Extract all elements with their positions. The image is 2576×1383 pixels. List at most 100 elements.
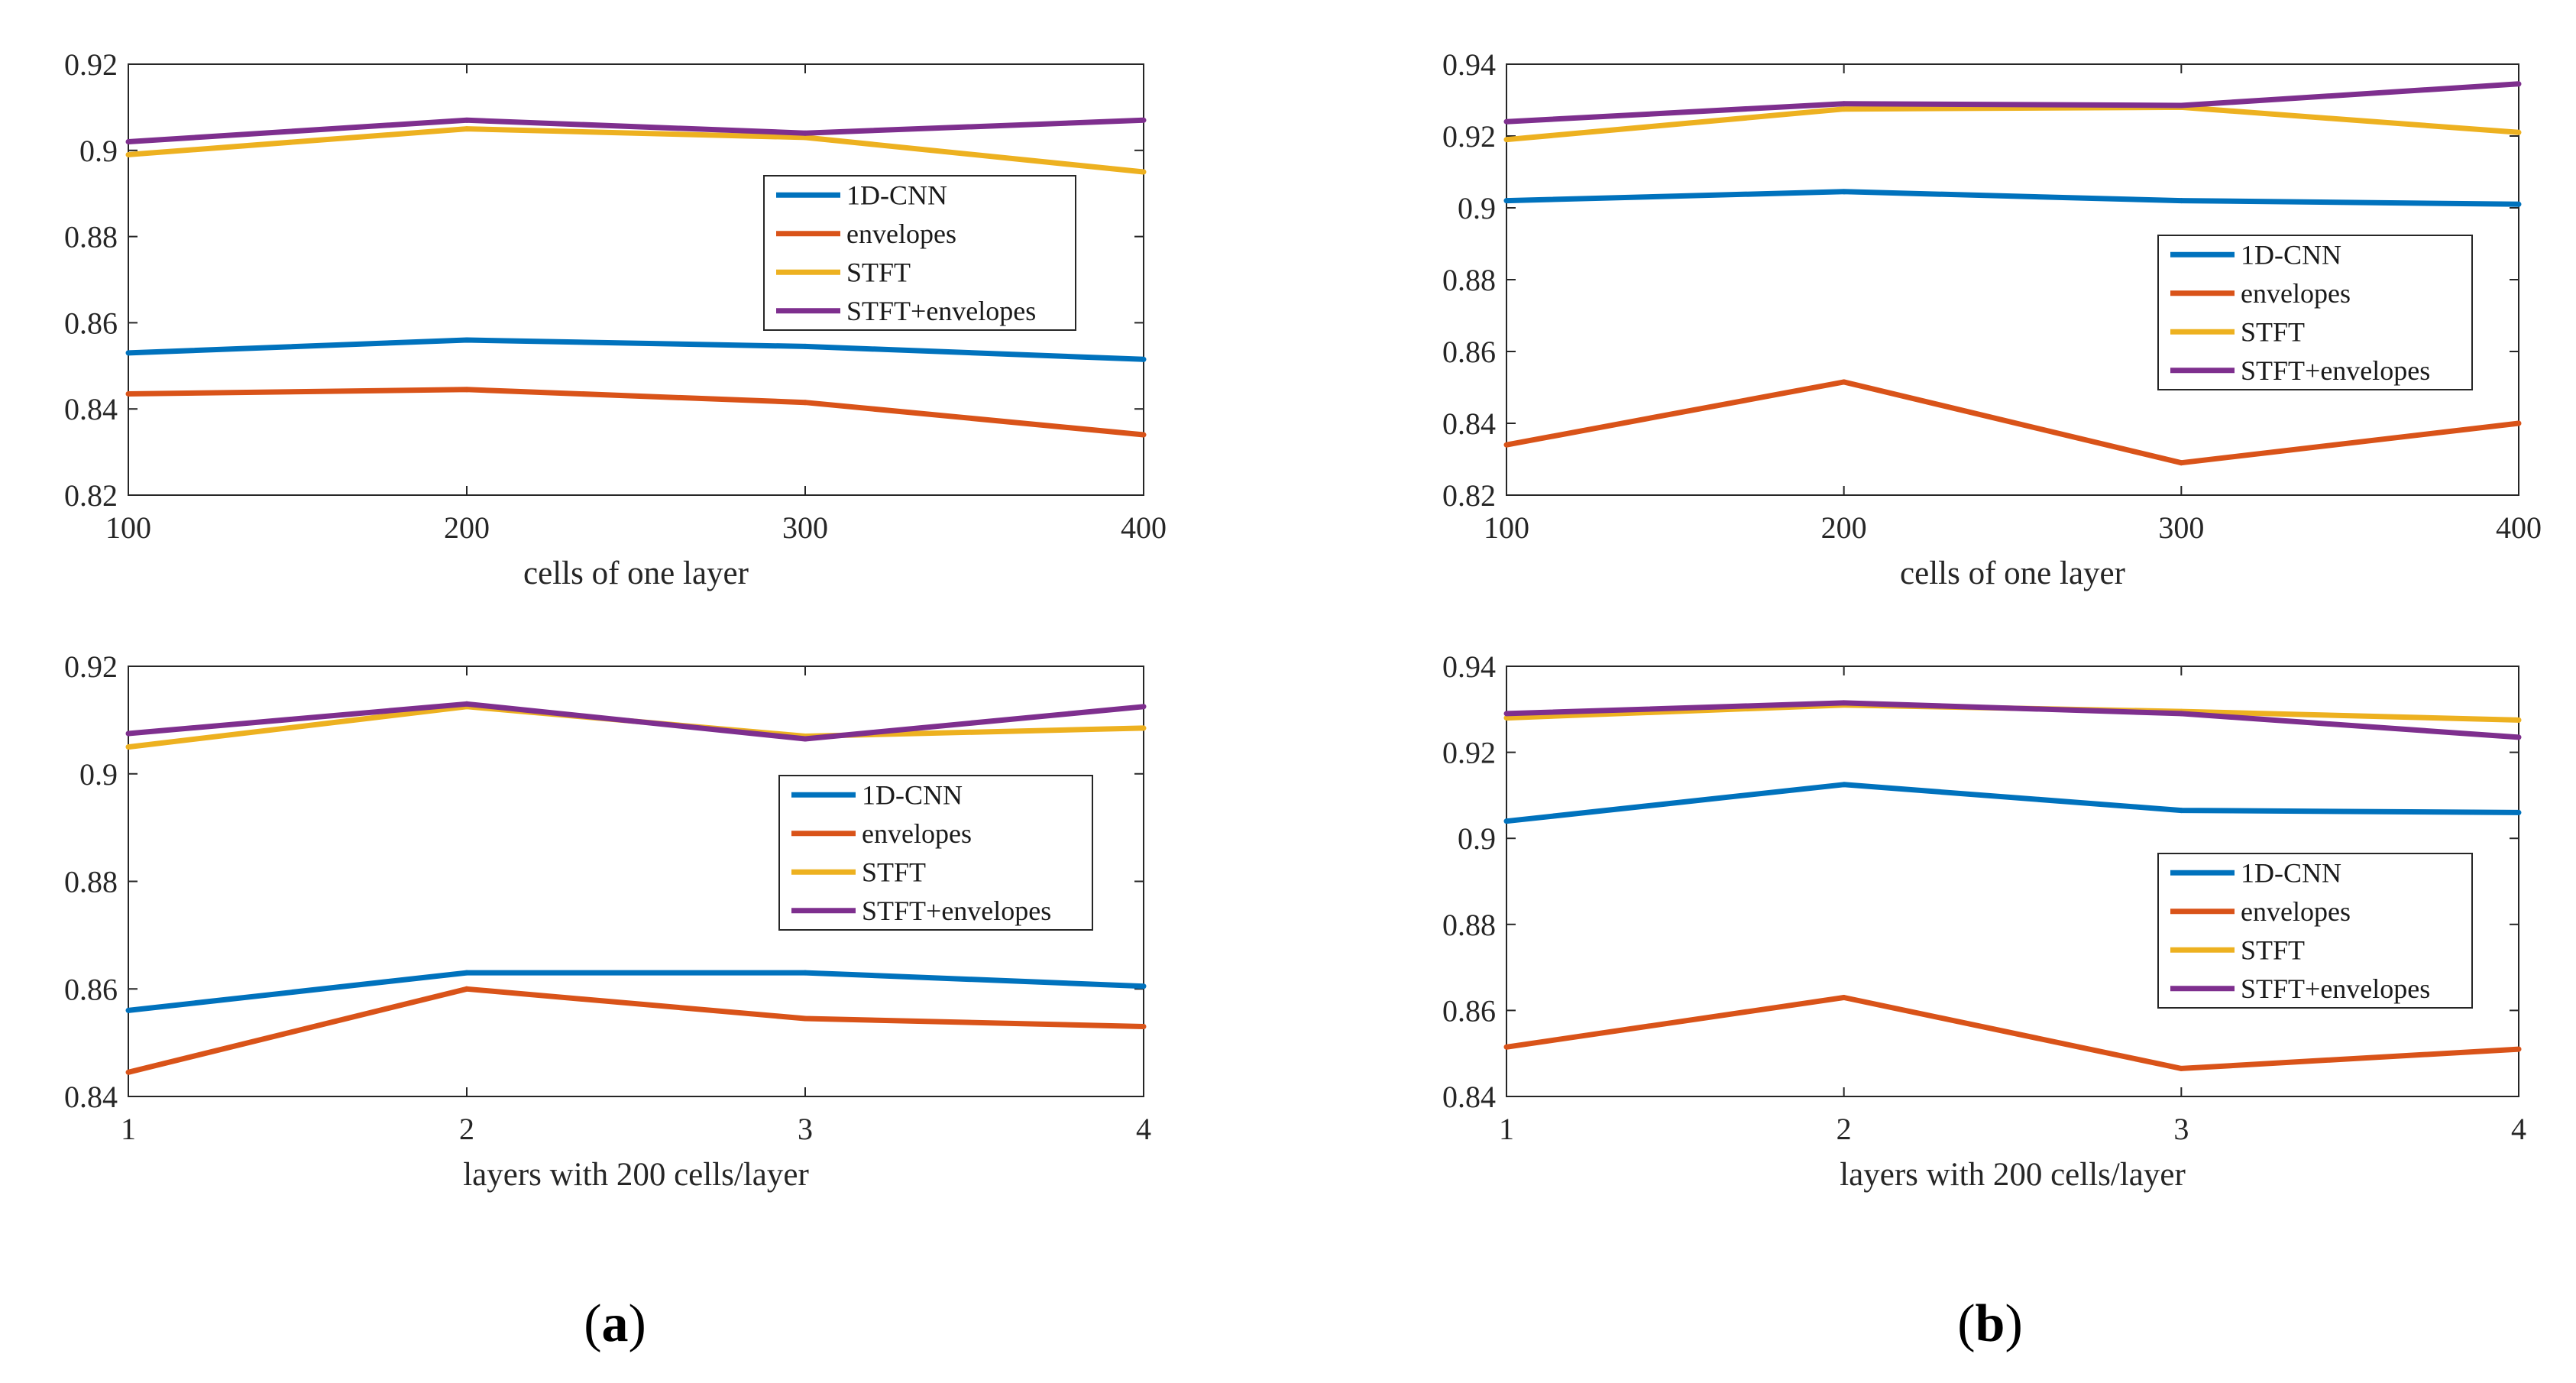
y-tick-label: 0.94 <box>1442 47 1496 82</box>
data-point <box>1503 818 1510 824</box>
y-tick-label: 0.88 <box>1442 908 1496 942</box>
data-point <box>464 970 470 976</box>
x-axis-label: layers with 200 cells/layer <box>1840 1157 2186 1193</box>
legend-entry: 1D-CNN <box>2241 857 2341 888</box>
x-tick-label: 4 <box>2511 1112 2526 1146</box>
x-tick-label: 100 <box>105 510 151 545</box>
data-point <box>125 151 131 157</box>
data-point <box>1503 118 1510 125</box>
data-point <box>2516 809 2522 815</box>
data-point <box>1841 101 1847 107</box>
x-tick-label: 400 <box>2496 510 2542 545</box>
data-point <box>464 986 470 992</box>
data-point <box>1841 106 1847 112</box>
x-tick-label: 3 <box>798 1112 813 1146</box>
y-tick-label: 0.84 <box>1442 406 1496 441</box>
x-axis-label: cells of one layer <box>523 555 749 591</box>
series-line-1d-cnn <box>128 970 1144 1013</box>
data-point <box>464 701 470 707</box>
data-point <box>464 387 470 393</box>
legend-entry: STFT <box>2241 316 2305 347</box>
data-point <box>1841 700 1847 706</box>
x-tick-label: 1 <box>121 1112 136 1146</box>
y-tick-label: 0.9 <box>79 134 118 168</box>
caption-a: (a) <box>584 1294 646 1353</box>
y-tick-label: 0.92 <box>1442 119 1496 154</box>
legend-box <box>778 775 1093 931</box>
data-point <box>1141 1024 1147 1030</box>
y-tick-label: 0.88 <box>1442 263 1496 297</box>
data-point <box>2178 1065 2184 1071</box>
y-tick-label: 0.9 <box>1458 821 1496 856</box>
legend: 1D-CNN envelopes STFT STFT+envelopes <box>2157 235 2473 390</box>
data-point <box>125 1007 131 1013</box>
caption-b: (b) <box>1957 1294 2023 1353</box>
y-tick-label: 0.86 <box>1442 335 1496 369</box>
y-tick-label: 0.94 <box>1442 649 1496 684</box>
legend: 1D-CNN envelopes STFT STFT+envelopes <box>2157 853 2473 1009</box>
data-point <box>1503 442 1510 448</box>
x-tick-label: 2 <box>1837 1112 1852 1146</box>
series-line-stft <box>128 126 1144 175</box>
legend: 1D-CNN envelopes STFT STFT+envelopes <box>778 775 1093 931</box>
data-point <box>1503 137 1510 143</box>
data-point <box>1503 715 1510 721</box>
y-tick-label: 0.86 <box>64 306 118 340</box>
series-line-envelopes <box>128 387 1144 438</box>
legend-entry: STFT+envelopes <box>2241 355 2430 386</box>
data-point <box>1841 782 1847 788</box>
series-line-stft-envelopes <box>1506 81 2519 125</box>
x-tick-label: 300 <box>2158 510 2204 545</box>
series-line-envelopes <box>1506 379 2519 466</box>
series-line-stft-envelopes <box>128 701 1144 742</box>
y-tick-label: 0.82 <box>1442 478 1496 513</box>
data-point <box>2516 81 2522 87</box>
legend-entry: STFT <box>846 257 911 287</box>
y-tick-label: 0.9 <box>79 757 118 792</box>
x-tick-label: 300 <box>782 510 828 545</box>
chart-panel-a-bottom: 0.84 0.86 0.88 0.9 0.92 1 2 3 4 layers with 200 c… <box>64 649 1151 1193</box>
data-point <box>2178 102 2184 109</box>
series-line-stft <box>128 704 1144 750</box>
data-point <box>125 1069 131 1075</box>
legend-entry: envelopes <box>846 219 956 249</box>
series-line-envelopes <box>128 986 1144 1075</box>
series-line-1d-cnn <box>128 337 1144 362</box>
data-point <box>1141 725 1147 731</box>
data-point <box>464 337 470 343</box>
x-axis-label: cells of one layer <box>1900 555 2125 591</box>
data-point <box>464 117 470 123</box>
legend-box <box>2157 235 2473 390</box>
y-tick-label: 0.92 <box>64 47 118 82</box>
data-point <box>2516 420 2522 426</box>
plot-frame <box>128 63 1144 496</box>
data-point <box>1141 169 1147 175</box>
data-point <box>1141 983 1147 989</box>
data-point <box>802 130 808 136</box>
series-line-stft <box>1506 104 2519 143</box>
legend-entry: STFT+envelopes <box>846 296 1036 326</box>
legend-box <box>763 175 1076 331</box>
data-point <box>1503 1044 1510 1050</box>
x-tick-label: 4 <box>1136 1112 1151 1146</box>
chart-panel-b-bottom: 0.84 0.86 0.88 0.9 0.92 0.94 1 2 3 4 layers with 2… <box>1442 649 2526 1193</box>
y-tick-label: 0.82 <box>64 478 118 513</box>
legend-entry: STFT+envelopes <box>2241 973 2430 1004</box>
data-point <box>802 400 808 406</box>
data-point <box>2516 717 2522 723</box>
series-line-1d-cnn <box>1506 189 2519 207</box>
data-point <box>125 139 131 145</box>
legend-entry: STFT+envelopes <box>862 896 1051 926</box>
data-point <box>2178 460 2184 466</box>
x-tick-label: 100 <box>1484 510 1529 545</box>
legend-entry: 1D-CNN <box>2241 239 2341 270</box>
y-tick-label: 0.84 <box>64 392 118 426</box>
series-line-stft-envelopes <box>1506 700 2519 740</box>
legend-entry: 1D-CNN <box>862 779 963 810</box>
data-point <box>802 134 808 141</box>
data-point <box>1841 189 1847 195</box>
x-tick-label: 400 <box>1121 510 1167 545</box>
y-tick-label: 0.88 <box>64 865 118 899</box>
